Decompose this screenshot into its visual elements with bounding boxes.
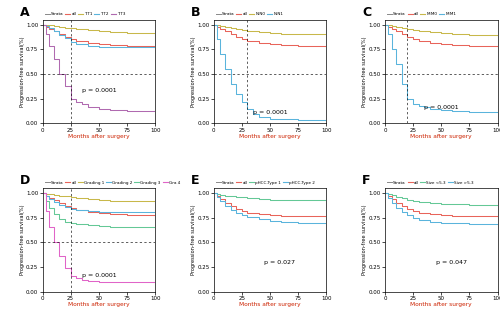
X-axis label: Months after surgery: Months after surgery [239, 134, 301, 139]
Legend: Strata, all, N:N0, N:N1: Strata, all, N:N0, N:N1 [216, 12, 283, 16]
X-axis label: Months after surgery: Months after surgery [68, 134, 130, 139]
Y-axis label: Progression-free survival(%): Progression-free survival(%) [362, 36, 367, 107]
Text: p = 0.047: p = 0.047 [436, 260, 466, 265]
X-axis label: Months after surgery: Months after surgery [239, 302, 301, 307]
Legend: Strata, all, Grading 1, Grading 2, Grading 3, Gra 4: Strata, all, Grading 1, Grading 2, Gradi… [44, 181, 180, 185]
Text: A: A [20, 6, 30, 19]
Y-axis label: Progression-free survival(%): Progression-free survival(%) [20, 205, 24, 275]
X-axis label: Months after surgery: Months after surgery [410, 134, 472, 139]
Text: p = 0.0001: p = 0.0001 [82, 88, 116, 93]
Text: p = 0.027: p = 0.027 [264, 260, 296, 265]
Text: p = 0.0001: p = 0.0001 [424, 105, 459, 110]
Y-axis label: Progression-free survival(%): Progression-free survival(%) [20, 36, 24, 107]
Legend: Strata, all, Size <5.3, Size >5.3: Strata, all, Size <5.3, Size >5.3 [387, 181, 474, 185]
Text: F: F [362, 174, 371, 187]
Text: p = 0.0001: p = 0.0001 [82, 273, 116, 278]
Legend: Strata, all, T:T1, T:T2, T:T3: Strata, all, T:T1, T:T2, T:T3 [44, 12, 125, 16]
Text: B: B [191, 6, 200, 19]
X-axis label: Months after surgery: Months after surgery [68, 302, 130, 307]
Text: E: E [191, 174, 200, 187]
Text: p = 0.0001: p = 0.0001 [253, 110, 288, 114]
Legend: Strata, all, M:M0, M:M1: Strata, all, M:M0, M:M1 [387, 12, 456, 16]
Y-axis label: Progression-free survival(%): Progression-free survival(%) [362, 205, 367, 275]
Text: C: C [362, 6, 372, 19]
Legend: Strata, all, pHCC-Type 1, pHCC-Type 2: Strata, all, pHCC-Type 1, pHCC-Type 2 [216, 181, 315, 185]
Text: D: D [20, 174, 30, 187]
Y-axis label: Progression-free survival(%): Progression-free survival(%) [191, 205, 196, 275]
Y-axis label: Progression-free survival(%): Progression-free survival(%) [191, 36, 196, 107]
X-axis label: Months after surgery: Months after surgery [410, 302, 472, 307]
